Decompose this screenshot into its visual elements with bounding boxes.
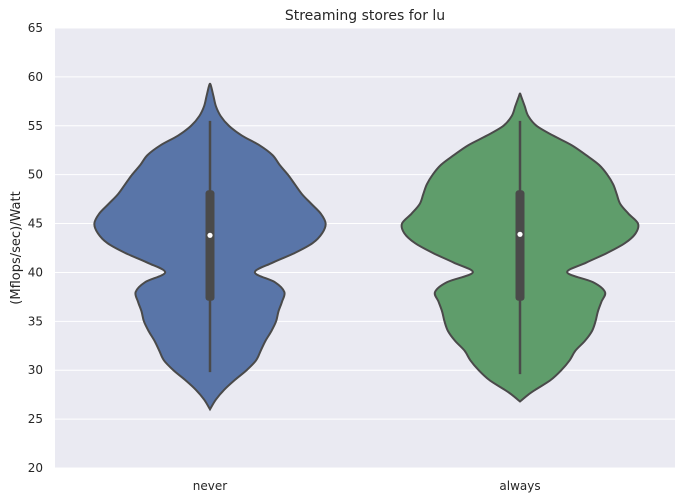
x-tick-label-always: always <box>499 479 540 493</box>
y-tick-label: 30 <box>28 363 43 377</box>
y-tick-label: 40 <box>28 265 43 279</box>
chart-title: Streaming stores for lu <box>285 8 445 24</box>
y-axis-label: (Mflops/sec)/Watt <box>9 191 24 304</box>
violins <box>93 82 640 412</box>
iqr-box-always <box>515 190 525 301</box>
y-tick-label: 50 <box>28 168 43 182</box>
y-tick-label: 55 <box>28 119 43 133</box>
y-tick-label: 20 <box>28 461 43 475</box>
y-tick-label: 60 <box>28 70 43 84</box>
y-tick-labels: 20 25 30 35 40 45 50 55 60 65 <box>28 21 43 475</box>
iqr-box-never <box>205 190 215 301</box>
x-tick-label-never: never <box>193 479 227 493</box>
y-tick-label: 25 <box>28 412 43 426</box>
y-tick-label: 65 <box>28 21 43 35</box>
y-tick-label: 45 <box>28 217 43 231</box>
median-dot-never <box>207 232 213 238</box>
x-tick-labels: never always <box>193 479 541 493</box>
y-tick-label: 35 <box>28 314 43 328</box>
median-dot-always <box>517 231 523 237</box>
